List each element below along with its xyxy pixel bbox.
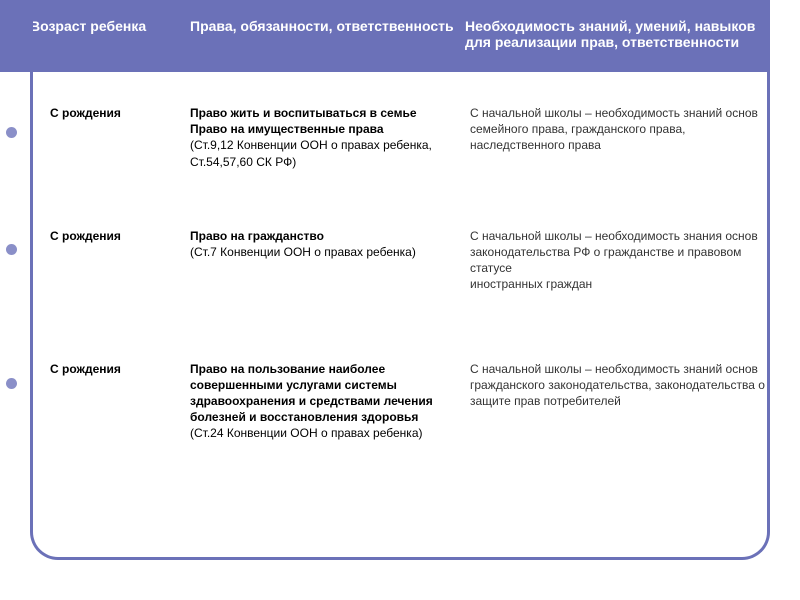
cell-rights: Право жить и воспитываться в семье Право… — [190, 105, 470, 170]
cell-age: С рождения — [50, 361, 190, 442]
bullet-icon — [6, 378, 17, 389]
rights-citation: (Ст.24 Конвенции ООН о правах ребенка) — [190, 426, 423, 440]
table-row: С рождения Право жить и воспитываться в … — [50, 105, 770, 170]
cell-rights: Право на пользование наиболее совершенны… — [190, 361, 470, 442]
cell-age: С рождения — [50, 105, 190, 170]
cell-need: С начальной школы – необходимость знания… — [470, 228, 770, 293]
table-row: С рождения Право на пользование наиболее… — [50, 361, 770, 442]
rights-bold: Право на пользование наиболее совершенны… — [190, 362, 433, 425]
cell-rights: Право на гражданство (Ст.7 Конвенции ООН… — [190, 228, 470, 293]
cell-need: С начальной школы – необходимость знаний… — [470, 361, 770, 442]
rights-bold: Право на гражданство — [190, 229, 324, 243]
table-body: С рождения Право жить и воспитываться в … — [50, 105, 770, 483]
bullet-icon — [6, 244, 17, 255]
rights-bold: Право жить и воспитываться в семье Право… — [190, 106, 417, 136]
rights-citation: (Ст.7 Конвенции ООН о правах ребенка) — [190, 245, 416, 259]
cell-age: С рождения — [50, 228, 190, 293]
table-row: С рождения Право на гражданство (Ст.7 Ко… — [50, 228, 770, 293]
bullet-icon — [6, 127, 17, 138]
rights-citation: (Ст.9,12 Конвенции ООН о правах ребенка,… — [190, 138, 432, 168]
cell-need: С начальной школы – необходимость знаний… — [470, 105, 770, 170]
